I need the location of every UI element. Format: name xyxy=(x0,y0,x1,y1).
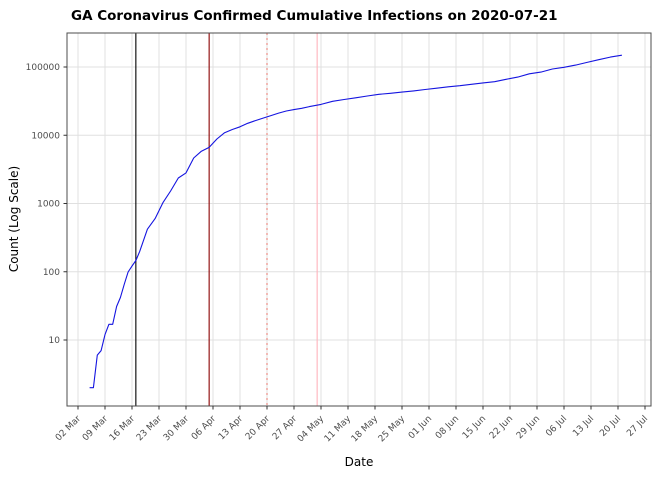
x-tick-label: 30 Mar xyxy=(162,414,191,443)
y-tick-label: 1000 xyxy=(37,200,60,210)
x-tick-label: 27 Jul xyxy=(625,414,650,439)
x-tick-label: 08 Jun xyxy=(434,414,461,441)
x-tick-label: 29 Jun xyxy=(515,414,542,441)
x-tick-label: 13 Jul xyxy=(571,414,596,439)
x-tick-label: 20 Jul xyxy=(598,414,623,439)
x-tick-label: 22 Jun xyxy=(488,414,515,441)
x-tick-label: 01 Jun xyxy=(407,414,434,441)
x-tick-label: 13 Apr xyxy=(217,414,245,442)
x-tick-label: 18 May xyxy=(350,414,381,445)
y-tick-label: 10 xyxy=(49,336,61,346)
x-tick-label: 15 Jun xyxy=(461,414,488,441)
x-tick-label: 06 Apr xyxy=(190,414,218,442)
x-tick-label: 20 Apr xyxy=(244,414,272,442)
panel-border xyxy=(66,32,652,407)
y-tick-label: 100 xyxy=(43,268,60,278)
x-tick-label: 23 Mar xyxy=(135,414,164,443)
plot-panel xyxy=(67,33,651,406)
y-tick-label: 100000 xyxy=(26,63,61,73)
chart-title: GA Coronavirus Confirmed Cumulative Infe… xyxy=(71,8,558,24)
x-axis-title: Date xyxy=(344,455,374,469)
x-tick-label: 11 May xyxy=(323,414,354,445)
x-tick-label: 09 Mar xyxy=(81,414,110,443)
x-tick-label: 25 May xyxy=(377,414,408,445)
y-tick-label: 10000 xyxy=(31,131,60,141)
x-tick-label: 04 May xyxy=(296,414,327,445)
x-tick-label: 02 Mar xyxy=(54,414,83,443)
y-axis-title: Count (Log Scale) xyxy=(7,165,21,273)
x-tick-label: 06 Jul xyxy=(544,414,569,439)
x-tick-label: 16 Mar xyxy=(108,414,137,443)
series-line-confirmed-cumulative-infections xyxy=(89,54,622,389)
